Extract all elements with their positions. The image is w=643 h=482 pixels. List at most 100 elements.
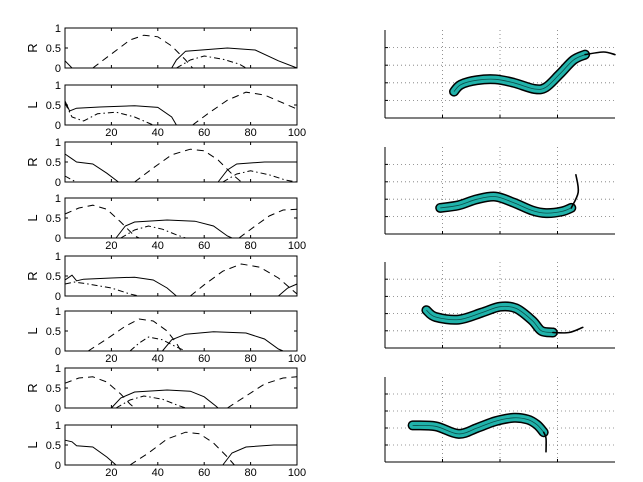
y-tick-label: 0 bbox=[55, 120, 61, 132]
y-axis-label: R bbox=[25, 383, 40, 392]
x-tick-label: 40 bbox=[152, 127, 164, 139]
x-tick-label: 20 bbox=[105, 127, 117, 139]
worm-centerline bbox=[453, 54, 586, 92]
series-dashed-3 bbox=[189, 263, 298, 297]
series-dashed-1 bbox=[64, 376, 135, 409]
line-panel-6: 0 0.5 1 20 40 60 80 100 L bbox=[25, 306, 306, 365]
y-tick-label: 0 bbox=[55, 233, 61, 245]
y-tick-label: 0 bbox=[55, 346, 61, 358]
x-tick-label: 80 bbox=[244, 353, 256, 365]
y-axis-label: L bbox=[25, 327, 40, 334]
y-axis-label: R bbox=[25, 271, 40, 280]
worm-tail bbox=[584, 51, 616, 56]
worm-tail bbox=[570, 174, 580, 209]
series-solid-3 bbox=[222, 444, 297, 466]
worm-panel-3 bbox=[384, 262, 615, 349]
series-dashed-2 bbox=[129, 431, 235, 466]
series-dashdot-3 bbox=[176, 55, 247, 69]
panel-frame bbox=[64, 197, 298, 239]
worm-body-fill bbox=[450, 51, 589, 96]
series-solid-2 bbox=[64, 47, 298, 69]
line-panel-7: 0 0.5 1 R bbox=[25, 363, 298, 415]
y-tick-label: 0 bbox=[55, 177, 61, 189]
series-dashed-3 bbox=[134, 148, 242, 183]
series-dashed-3 bbox=[192, 91, 298, 126]
panel-frame bbox=[64, 255, 298, 297]
line-panel-5: 0 0.5 1 R bbox=[25, 251, 298, 303]
x-tick-label: 100 bbox=[288, 353, 306, 365]
series-solid-3 bbox=[162, 331, 284, 352]
x-tick-label: 80 bbox=[244, 127, 256, 139]
y-tick-label: 0 bbox=[55, 403, 61, 415]
y-tick-label: 0.5 bbox=[46, 100, 61, 112]
worm-panel-1 bbox=[384, 30, 616, 119]
x-tick-label: 60 bbox=[198, 240, 210, 252]
x-tick-label: 40 bbox=[152, 353, 164, 365]
series-solid-1 bbox=[64, 153, 119, 183]
x-tick-label: 60 bbox=[198, 127, 210, 139]
series-dashed-4 bbox=[227, 376, 298, 409]
series-dashdot-2 bbox=[64, 102, 154, 126]
x-tick-label: 20 bbox=[105, 353, 117, 365]
panel-frame bbox=[64, 424, 298, 466]
x-tick-label: 80 bbox=[244, 240, 256, 252]
series-solid-1 bbox=[64, 100, 177, 126]
panel-frame bbox=[64, 27, 298, 69]
y-tick-label: 1 bbox=[55, 23, 61, 35]
worm-tail bbox=[542, 431, 547, 453]
y-tick-label: 1 bbox=[55, 306, 61, 318]
y-axis-label: L bbox=[25, 101, 40, 108]
x-tick-label: 100 bbox=[288, 240, 306, 252]
panel-frame bbox=[64, 367, 298, 409]
y-tick-label: 0.5 bbox=[46, 271, 61, 283]
x-tick-label: 60 bbox=[198, 353, 210, 365]
y-tick-label: 0 bbox=[55, 291, 61, 303]
x-tick-label: 60 bbox=[198, 467, 210, 479]
line-panel-4: 0 0.5 1 20 40 60 80 100 L bbox=[25, 193, 306, 252]
series-solid-4 bbox=[217, 161, 297, 183]
worm-panel-4 bbox=[384, 377, 615, 463]
y-axis-label: L bbox=[25, 441, 40, 448]
y-tick-label: 0.5 bbox=[46, 157, 61, 169]
y-axis-label: L bbox=[25, 214, 40, 221]
series-dashed-1 bbox=[64, 204, 140, 239]
panel-frame bbox=[64, 310, 298, 352]
y-tick-label: 0.5 bbox=[46, 213, 61, 225]
series-dashdot-5 bbox=[222, 170, 298, 183]
y-axis-label: R bbox=[25, 43, 40, 52]
series-solid-1 bbox=[64, 274, 177, 297]
x-tick-label: 80 bbox=[244, 467, 256, 479]
y-tick-label: 0.5 bbox=[46, 383, 61, 395]
x-tick-label: 100 bbox=[288, 467, 306, 479]
x-tick-label: 100 bbox=[288, 127, 306, 139]
panel-frame bbox=[64, 84, 298, 126]
y-tick-label: 0.5 bbox=[46, 440, 61, 452]
y-tick-label: 0 bbox=[55, 63, 61, 75]
line-panel-1: 0 0.5 1 R bbox=[25, 23, 298, 75]
worm-tail bbox=[552, 326, 584, 334]
series-dashdot-2 bbox=[64, 175, 77, 183]
line-panel-2: 0 0.5 1 20 40 60 80 100 L bbox=[25, 80, 306, 139]
series-solid-2 bbox=[115, 219, 233, 239]
y-tick-label: 0.5 bbox=[46, 43, 61, 55]
x-tick-label: 40 bbox=[152, 240, 164, 252]
line-panel-8: 0 0.5 1 20 40 60 80 100 L bbox=[25, 420, 306, 479]
y-axis-label: R bbox=[25, 157, 40, 166]
series-dashdot-2 bbox=[129, 336, 186, 352]
series-dashed-1 bbox=[92, 34, 193, 69]
worm-centerline bbox=[426, 305, 553, 333]
series-dashdot-2 bbox=[64, 281, 140, 297]
y-tick-label: 0.5 bbox=[46, 326, 61, 338]
series-solid-4 bbox=[278, 283, 298, 297]
series-dashdot-3 bbox=[115, 395, 186, 409]
worm-centerline bbox=[412, 417, 545, 435]
line-panel-3: 0 0.5 1 R bbox=[25, 137, 298, 189]
y-tick-label: 1 bbox=[55, 80, 61, 92]
worm-panel-2 bbox=[384, 147, 615, 235]
series-solid-2 bbox=[111, 389, 219, 409]
x-tick-label: 20 bbox=[105, 240, 117, 252]
y-tick-label: 1 bbox=[55, 420, 61, 432]
series-dashed-1 bbox=[87, 318, 182, 352]
series-dashed-4 bbox=[238, 208, 298, 239]
